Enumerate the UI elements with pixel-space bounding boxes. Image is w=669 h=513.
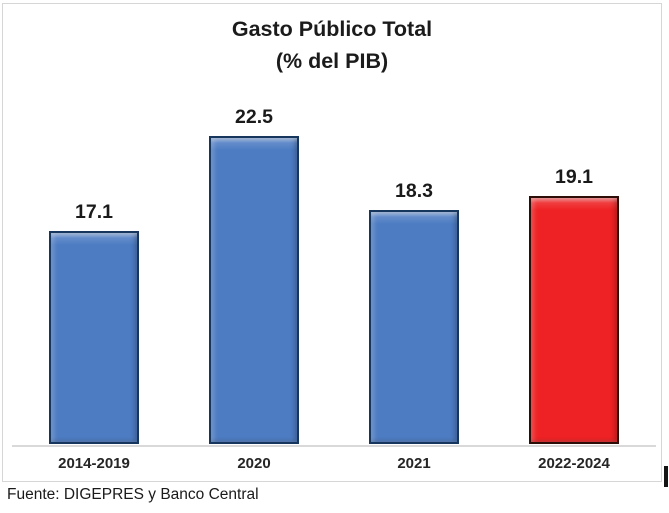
bar-slot-2021: 18.3 [334, 4, 494, 444]
value-label-2021: 18.3 [395, 180, 433, 202]
bar-2022-2024 [529, 196, 619, 444]
category-label-2014-2019: 2014-2019 [58, 455, 130, 472]
bar-2021 [369, 210, 459, 444]
bar-2014-2019 [49, 231, 139, 444]
chart-frame: Gasto Público Total (% del PIB) 17.1 22.5… [2, 3, 662, 482]
bar-2020 [209, 136, 299, 444]
category-label-2020: 2020 [237, 455, 271, 472]
category-label-2022-2024: 2022-2024 [538, 455, 610, 472]
bar-slot-2014-2019: 17.1 [14, 4, 174, 444]
category-label-2021: 2021 [397, 455, 431, 472]
source-note: Fuente: DIGEPRES y Banco Central [7, 486, 259, 503]
bar-slot-2022-2024: 19.1 [494, 4, 654, 444]
chart-title: Gasto Público Total [231, 17, 433, 41]
value-label-2022-2024: 19.1 [555, 166, 593, 188]
chart-subtitle: (% del PIB) [275, 49, 389, 73]
chart-title-block: Gasto Público Total (% del PIB) [3, 13, 661, 77]
bar-slot-2020: 22.5 [174, 4, 334, 444]
plot-area: 17.1 22.5 18.3 19.1 [14, 4, 654, 444]
text-cursor-artifact [664, 466, 668, 487]
value-label-2014-2019: 17.1 [75, 201, 113, 223]
value-label-2020: 22.5 [235, 106, 273, 128]
x-axis-line [12, 445, 656, 447]
